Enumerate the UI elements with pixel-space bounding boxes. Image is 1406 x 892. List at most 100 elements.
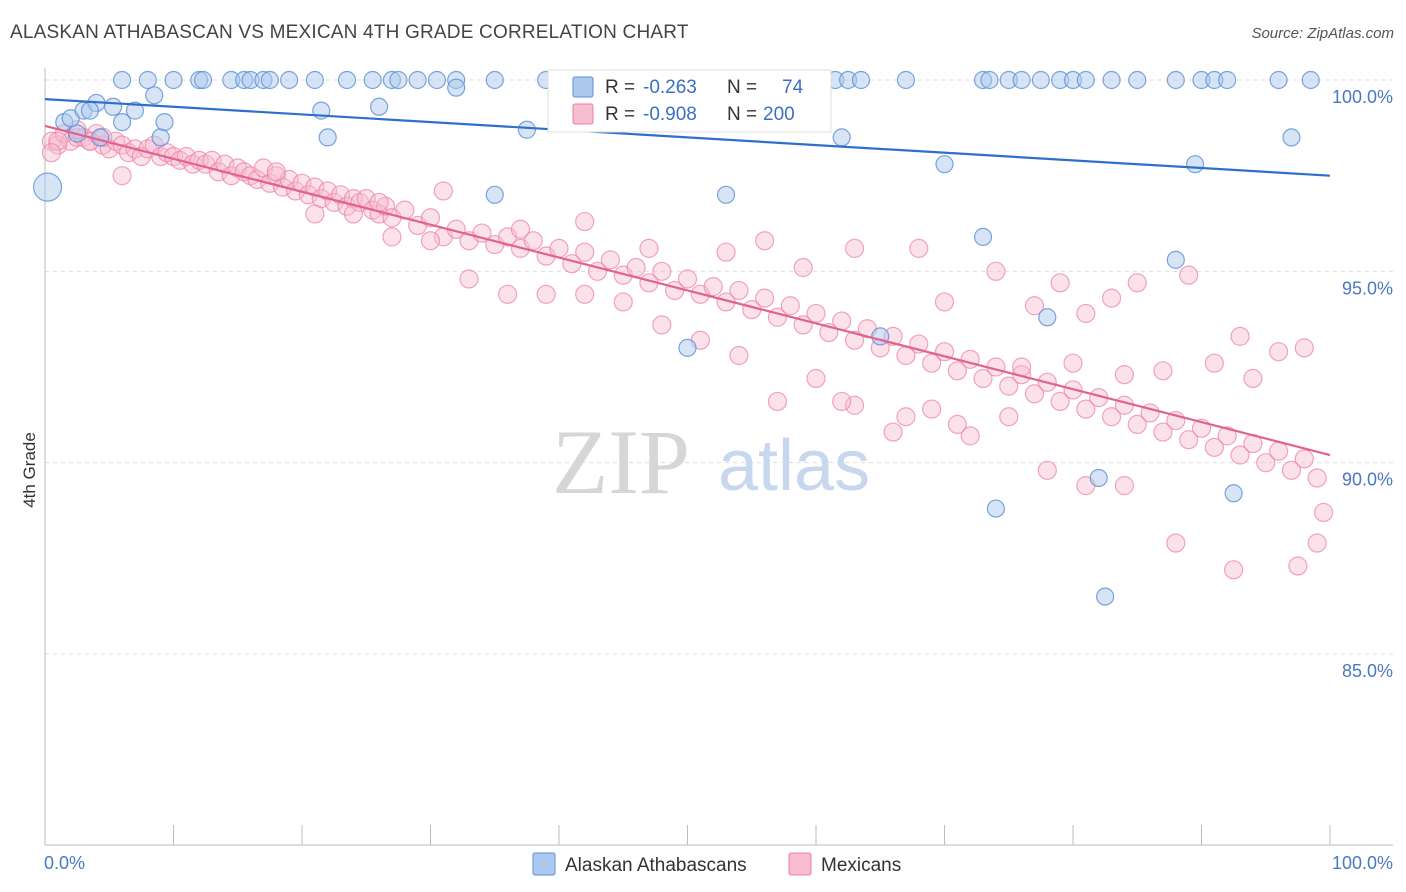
point-mexicans-183	[1153, 361, 1173, 381]
point-mexicans-119	[1230, 445, 1250, 465]
point-mexicans-166	[754, 231, 775, 251]
y-tick-labels: 100.0% 95.0% 90.0% 85.0%	[1332, 87, 1393, 681]
point-mexicans-176	[1127, 273, 1147, 293]
point-alaskan-61	[1218, 70, 1237, 90]
point-alaskan-10	[125, 101, 145, 120]
point-alaskan-31	[427, 70, 447, 90]
legend-swatch-blue	[572, 76, 594, 98]
point-mexicans-27	[215, 154, 235, 174]
point-alaskan-23	[260, 70, 279, 90]
point-mexicans-169	[909, 238, 929, 258]
point-mexicans-147	[498, 284, 518, 304]
point-alaskan-70	[1185, 155, 1205, 174]
point-alaskan-79	[678, 338, 697, 357]
point-mexicans-64	[523, 231, 543, 251]
point-mexicans-149	[420, 231, 441, 251]
point-mexicans-111	[1127, 414, 1147, 434]
point-mexicans-95	[922, 353, 942, 373]
point-alaskan-66	[447, 78, 466, 97]
point-alaskan-55	[1076, 70, 1095, 90]
point-alaskan-11	[151, 128, 170, 147]
point-mexicans-115	[1179, 430, 1199, 450]
point-alaskan-76	[1166, 250, 1185, 269]
point-alaskan-68	[832, 128, 851, 147]
point-mexicans-139	[806, 368, 826, 389]
point-alaskan-24	[280, 70, 299, 90]
x-tick-labels: 0.0% 100.0%	[44, 853, 1393, 873]
point-mexicans-122	[1268, 441, 1289, 461]
axes	[44, 68, 1393, 846]
point-alaskan-52	[1031, 70, 1050, 90]
y-tick-label-2: 90.0%	[1342, 470, 1393, 490]
y-tick-label-3: 85.0%	[1342, 661, 1393, 681]
point-mexicans-98	[960, 349, 980, 369]
point-mexicans-80	[729, 280, 749, 301]
point-alaskan-65	[370, 97, 389, 116]
point-mexicans-138	[844, 395, 865, 415]
point-alaskan-8	[80, 101, 100, 120]
point-alaskan-83	[1224, 484, 1243, 503]
source-label: Source: ZipAtlas.com	[1251, 25, 1394, 42]
trend-lines	[44, 98, 1331, 457]
point-mexicans-164	[639, 238, 659, 258]
point-mexicans-82	[754, 288, 775, 308]
point-mexicans-173	[1050, 273, 1070, 293]
legend-n-value-1: 74	[782, 77, 804, 98]
point-mexicans-152	[305, 204, 325, 224]
point-alaskan-33	[485, 70, 504, 90]
point-mexicans-189	[832, 391, 852, 412]
point-mexicans-161	[433, 181, 453, 201]
point-mexicans-163	[575, 211, 595, 232]
point-mexicans-174	[1076, 303, 1096, 324]
trend-line-alaskan	[44, 98, 1331, 177]
point-mexicans-167	[793, 257, 813, 278]
point-alaskan-49	[980, 70, 999, 90]
point-alaskan-74	[935, 155, 954, 174]
point-mexicans-117	[1204, 437, 1224, 457]
point-alaskan-62	[1269, 70, 1288, 90]
point-mexicans-168	[844, 238, 865, 258]
point-mexicans-180	[1294, 338, 1314, 358]
point-mexicans-126	[1313, 502, 1334, 523]
point-mexicans-137	[883, 422, 903, 442]
point-mexicans-162	[510, 219, 531, 239]
point-mexicans-135	[960, 426, 980, 446]
point-mexicans-84	[780, 296, 800, 316]
point-mexicans-124	[1294, 449, 1314, 469]
point-alaskan-7	[91, 128, 110, 147]
point-mexicans-127	[1307, 533, 1327, 553]
point-mexicans-182	[1204, 353, 1224, 373]
trend-line-mexicans	[44, 124, 1331, 457]
point-mexicans-123	[1281, 460, 1302, 480]
point-alaskan-69	[1282, 128, 1301, 147]
point-mexicans-148	[459, 269, 479, 289]
point-alaskan-0	[32, 172, 63, 202]
point-mexicans-172	[1024, 296, 1045, 316]
legend-n-value-2: 200	[763, 104, 795, 125]
bottom-legend-swatch-pink	[788, 852, 812, 876]
point-alaskan-51	[1012, 70, 1031, 90]
watermark-atlas: atlas	[718, 426, 870, 506]
point-mexicans-157	[41, 143, 62, 163]
y-tick-label-0: 100.0%	[1332, 87, 1393, 107]
legend-swatch-pink	[572, 103, 594, 125]
point-mexicans-143	[652, 315, 672, 335]
watermark-zip: ZIP	[552, 411, 690, 513]
point-alaskan-13	[145, 86, 164, 105]
point-mexicans-153	[266, 162, 286, 182]
point-mexicans-89	[844, 330, 865, 350]
point-alaskan-72	[318, 128, 337, 147]
point-alaskan-80	[986, 499, 1006, 518]
point-mexicans-66	[549, 238, 569, 258]
point-mexicans-56	[420, 208, 441, 228]
series-alaskan-athabascans	[32, 70, 1320, 606]
point-alaskan-9	[112, 112, 132, 132]
point-mexicans-113	[1153, 422, 1173, 442]
point-mexicans-165	[716, 242, 736, 262]
point-alaskan-75	[973, 227, 993, 246]
point-mexicans-140	[767, 391, 788, 412]
bottom-legend-label-blue: Alaskan Athabascans	[565, 855, 747, 876]
point-alaskan-56	[1102, 70, 1121, 90]
stats-legend: R = -0.263 N = 74 R = -0.908 N = 200	[547, 69, 832, 133]
point-mexicans-68	[575, 242, 595, 262]
